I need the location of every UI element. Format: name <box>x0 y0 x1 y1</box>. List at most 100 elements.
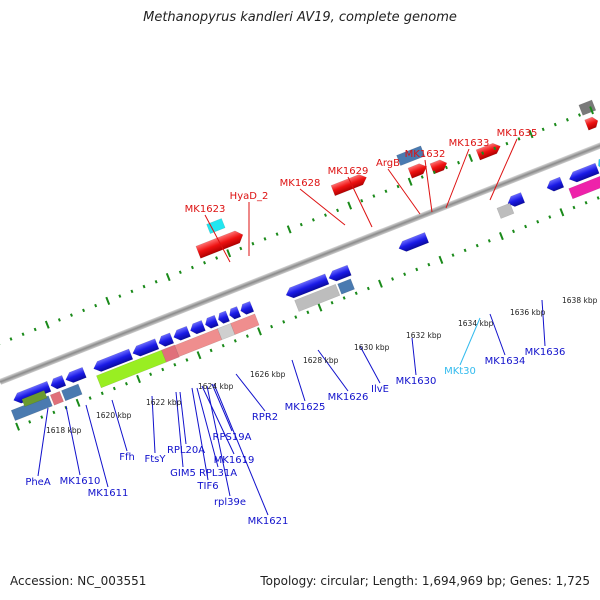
leader-line <box>235 373 266 412</box>
tick-top-mark <box>432 170 436 174</box>
tick-top <box>360 199 364 203</box>
gene-forward <box>407 163 428 179</box>
leader-line <box>299 188 346 226</box>
tick-bottom-mark <box>294 315 298 319</box>
tick-top <box>444 165 448 170</box>
gene-forward-shape <box>429 159 448 175</box>
tick-bottom <box>294 315 298 319</box>
tick-bottom <box>221 343 225 348</box>
tick-top <box>263 237 267 241</box>
tick-top <box>517 137 521 141</box>
gene-reverse-grey-shape <box>294 283 341 312</box>
gene-label-reverse: MK1619 <box>214 455 255 466</box>
tick-top-mark <box>263 237 267 241</box>
tick-bottom <box>366 286 370 291</box>
gene-reverse <box>546 176 565 192</box>
tick-top <box>311 218 315 222</box>
gene-reverse-shape <box>173 325 191 341</box>
tick-top-mark <box>384 189 388 194</box>
leader-line <box>347 176 373 228</box>
gene-label-reverse: RPS19A <box>213 432 252 443</box>
ticks-layer <box>0 106 600 431</box>
tick-top-mark <box>347 201 353 210</box>
gene-reverse-shape <box>132 338 160 357</box>
tick-top-mark <box>165 272 171 282</box>
tick-bottom-mark <box>596 196 600 200</box>
tick-bottom-mark <box>512 229 515 234</box>
gene-reverse-olive-shape <box>21 390 48 407</box>
genome-backbone <box>0 122 600 385</box>
gene-reverse-grey <box>496 202 515 219</box>
tick-bottom <box>524 224 528 229</box>
tick-top <box>347 201 353 210</box>
tick-bottom <box>487 239 491 243</box>
gene-label-reverse: IlvE <box>371 384 389 395</box>
tick-top-mark <box>323 213 327 217</box>
tick-bottom <box>354 291 358 296</box>
gene-label-reverse: MK1630 <box>396 376 437 387</box>
tick-top-mark <box>275 232 279 236</box>
tick-top <box>57 318 61 322</box>
tick-top-mark <box>553 122 557 127</box>
tick-bottom-mark <box>536 220 540 224</box>
tick-top-mark <box>311 218 315 222</box>
gene-label-reverse: MK1621 <box>248 516 289 527</box>
tick-top <box>481 151 485 155</box>
tick-top-mark <box>577 113 581 117</box>
tick-bottom-mark <box>257 327 262 336</box>
tick-top-mark <box>239 246 243 251</box>
tick-bottom-mark <box>463 248 467 253</box>
tick-top <box>142 284 146 289</box>
leader-line <box>204 214 231 263</box>
gene-reverse <box>65 366 87 383</box>
kbp-tick-label: 1620 kbp <box>96 411 132 420</box>
tick-bottom-mark <box>584 200 588 205</box>
gene-reverse-lime <box>96 349 167 389</box>
tick-bottom-mark <box>245 334 249 338</box>
tick-top <box>105 296 111 305</box>
gene-forward-cyan <box>206 218 226 234</box>
tick-top-mark <box>215 256 219 260</box>
tick-bottom <box>572 205 576 210</box>
tick-bottom <box>282 320 286 324</box>
tick-top <box>69 313 73 317</box>
tick-bottom <box>88 396 92 400</box>
tick-bottom-mark <box>524 224 528 229</box>
gene-reverse-cyan-shape <box>598 157 600 171</box>
tick-top <box>190 265 194 270</box>
tick-bottom-mark <box>88 396 92 400</box>
tick-bottom <box>15 422 20 431</box>
tick-top-mark <box>372 194 376 198</box>
tick-bottom-mark <box>270 324 274 329</box>
tick-bottom <box>233 339 237 343</box>
tick-top-mark <box>481 151 485 155</box>
tick-top <box>505 141 509 146</box>
gene-label-reverse: FtsY <box>145 454 167 465</box>
gene-forward-shape <box>407 163 428 179</box>
gene-label-reverse: PheA <box>25 477 51 488</box>
tick-top-mark <box>565 118 569 122</box>
tick-bottom <box>317 303 323 312</box>
gene-reverse <box>398 232 430 252</box>
leader-line <box>213 383 269 516</box>
gene-label-reverse: MK1610 <box>60 476 101 487</box>
tick-top-mark <box>9 337 13 341</box>
tick-top <box>154 280 158 284</box>
leader-line <box>359 345 381 384</box>
tick-bottom-mark <box>499 231 504 241</box>
tick-top-mark <box>130 289 134 294</box>
tick-top-mark <box>360 199 364 203</box>
gene-label-reverse: MK1634 <box>485 356 526 367</box>
gene-reverse-shape <box>568 162 600 183</box>
tick-top <box>565 118 569 122</box>
tick-bottom <box>342 296 346 300</box>
tick-bottom-mark <box>438 255 444 264</box>
tick-top <box>553 122 557 127</box>
tick-top-mark <box>589 106 594 115</box>
gene-reverse-salmon-shape <box>230 313 260 335</box>
tick-bottom <box>559 208 565 217</box>
tick-bottom-mark <box>427 262 431 267</box>
tick-bottom-mark <box>112 386 116 391</box>
gene-label-reverse: RPL20A <box>167 445 205 456</box>
tick-bottom <box>161 367 165 372</box>
